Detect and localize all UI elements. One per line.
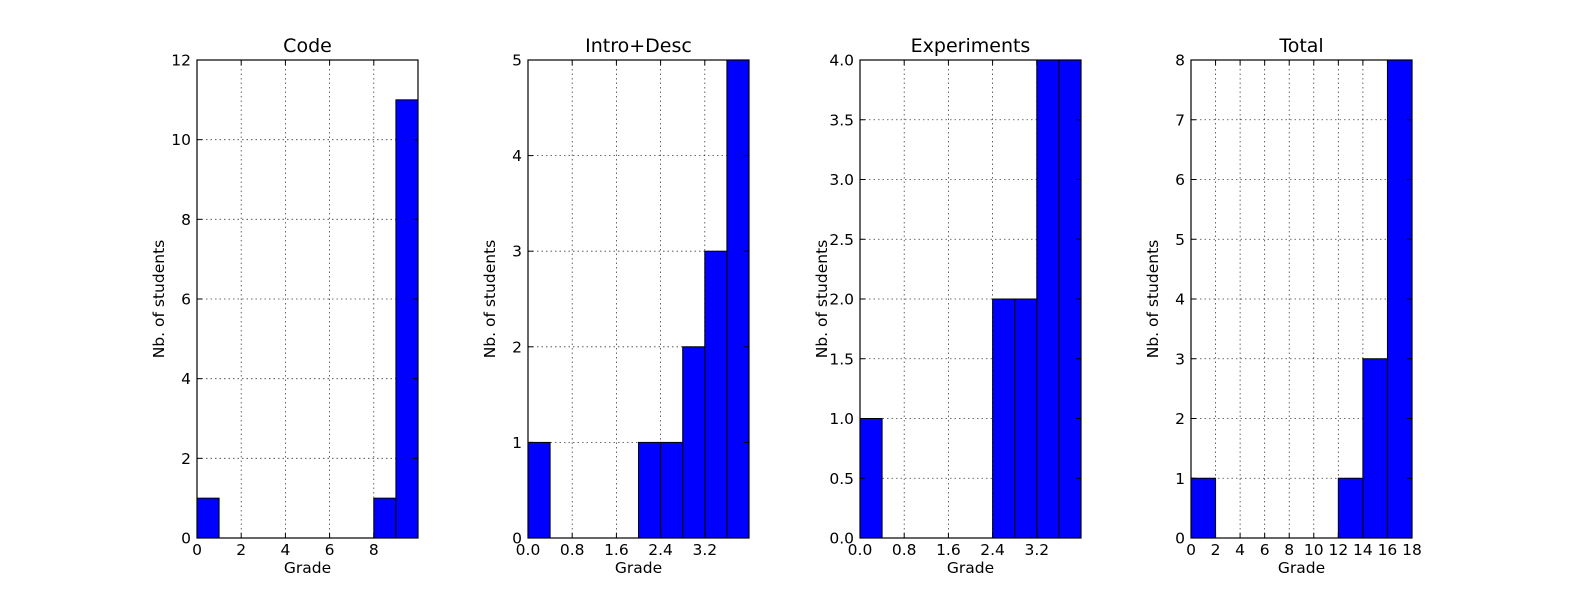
x-tick-label: 1.6 [604, 541, 629, 559]
y-tick-label: 4 [512, 147, 522, 165]
histogram-bar [373, 497, 397, 539]
y-tick-label: 5 [512, 52, 522, 70]
y-tick-label: 1.5 [829, 350, 854, 368]
y-tick-label: 3.5 [829, 111, 854, 129]
y-tick-label: 1.0 [829, 410, 854, 428]
y-tick-label: 6 [1175, 171, 1185, 189]
x-tick-label: 16 [1378, 541, 1398, 559]
histogram-bar [704, 250, 728, 539]
subplot-title: Code [283, 35, 332, 57]
histogram-bar [660, 441, 684, 539]
histogram-bar [1190, 477, 1217, 539]
y-tick-label: 0 [512, 530, 522, 548]
x-tick-label: 14 [1353, 541, 1373, 559]
y-axis-label: Nb. of students [150, 240, 168, 358]
y-tick-label: 0 [1175, 530, 1185, 548]
histogram-bar [638, 441, 662, 539]
y-tick-label: 3 [512, 243, 522, 261]
y-tick-label: 8 [181, 211, 191, 229]
x-tick-label: 1.6 [936, 541, 961, 559]
x-tick-label: 4 [1235, 541, 1245, 559]
x-axis-label: Grade [615, 559, 662, 577]
y-tick-label: 2 [181, 450, 191, 468]
y-tick-label: 7 [1175, 111, 1185, 129]
x-tick-label: 2.4 [980, 541, 1005, 559]
y-axis-label: Nb. of students [1144, 240, 1162, 358]
x-tick-label: 8 [369, 541, 379, 559]
y-tick-label: 3 [1175, 350, 1185, 368]
x-tick-label: 2 [1211, 541, 1221, 559]
subplot-title: Experiments [911, 35, 1031, 57]
x-axis-label: Grade [284, 559, 331, 577]
subplot-title: Intro+Desc [585, 35, 692, 57]
x-tick-label: 0 [1186, 541, 1196, 559]
histogram-bar [395, 99, 419, 539]
x-tick-label: 18 [1402, 541, 1422, 559]
histogram-bar [1036, 59, 1060, 539]
y-tick-label: 3.0 [829, 171, 854, 189]
y-tick-label: 2.0 [829, 291, 854, 309]
y-axis-label: Nb. of students [813, 240, 831, 358]
x-axis-label: Grade [1278, 559, 1325, 577]
histogram-bar [527, 441, 551, 539]
x-tick-label: 6 [1260, 541, 1270, 559]
x-tick-label: 3.2 [692, 541, 717, 559]
y-tick-label: 0 [181, 530, 191, 548]
x-tick-label: 3.2 [1024, 541, 1049, 559]
x-tick-label: 0.0 [848, 541, 873, 559]
x-tick-label: 0.8 [892, 541, 917, 559]
y-tick-label: 1 [512, 434, 522, 452]
x-tick-label: 6 [325, 541, 335, 559]
y-tick-label: 2 [1175, 410, 1185, 428]
y-tick-label: 8 [1175, 52, 1185, 70]
x-tick-label: 2 [236, 541, 246, 559]
x-tick-label: 10 [1304, 541, 1324, 559]
histogram-bar [992, 298, 1016, 539]
axes-frame [196, 59, 419, 539]
x-tick-label: 0 [192, 541, 202, 559]
y-tick-label: 1 [1175, 470, 1185, 488]
subplot-0: 0 2 4 6 8 0 2 4 6 8 10 12 Code Grade Nb. of students [150, 35, 419, 577]
y-tick-label: 2 [512, 338, 522, 356]
x-tick-label: 12 [1328, 541, 1348, 559]
y-tick-label: 2.5 [829, 231, 854, 249]
y-tick-label: 4.0 [829, 52, 854, 70]
y-axis-label: Nb. of students [481, 240, 499, 358]
histogram-bar [196, 497, 220, 539]
histogram-bar [1337, 477, 1364, 539]
x-tick-label: 2.4 [648, 541, 673, 559]
histogram-bar [682, 346, 706, 539]
subplot-1: 0.0 0.8 1.6 2.4 3.2 0 1 2 3 4 5 Intro+Desc Grade Nb. … [481, 35, 750, 577]
x-axis-label: Grade [947, 559, 994, 577]
subplot-title: Total [1278, 35, 1323, 57]
histogram-bar [726, 59, 750, 539]
y-tick-label: 10 [171, 131, 191, 149]
x-tick-label: 0.8 [560, 541, 585, 559]
x-tick-label: 8 [1284, 541, 1294, 559]
axes-frame [527, 59, 750, 539]
y-tick-label: 0.0 [829, 530, 854, 548]
histogram-bar [1014, 298, 1038, 539]
histogram-bar [1362, 358, 1388, 539]
subplot-2: 0.0 0.8 1.6 2.4 3.2 0.0 0.5 1.0 1.5 2.0 2.5 3.0 3.5 4… [813, 35, 1082, 577]
y-tick-label: 12 [171, 52, 191, 70]
x-tick-label: 0.0 [516, 541, 541, 559]
y-tick-label: 5 [1175, 231, 1185, 249]
y-tick-label: 0.5 [829, 470, 854, 488]
y-tick-label: 4 [1175, 291, 1185, 309]
x-tick-label: 4 [280, 541, 290, 559]
y-tick-label: 4 [181, 370, 191, 388]
y-tick-label: 6 [181, 291, 191, 309]
